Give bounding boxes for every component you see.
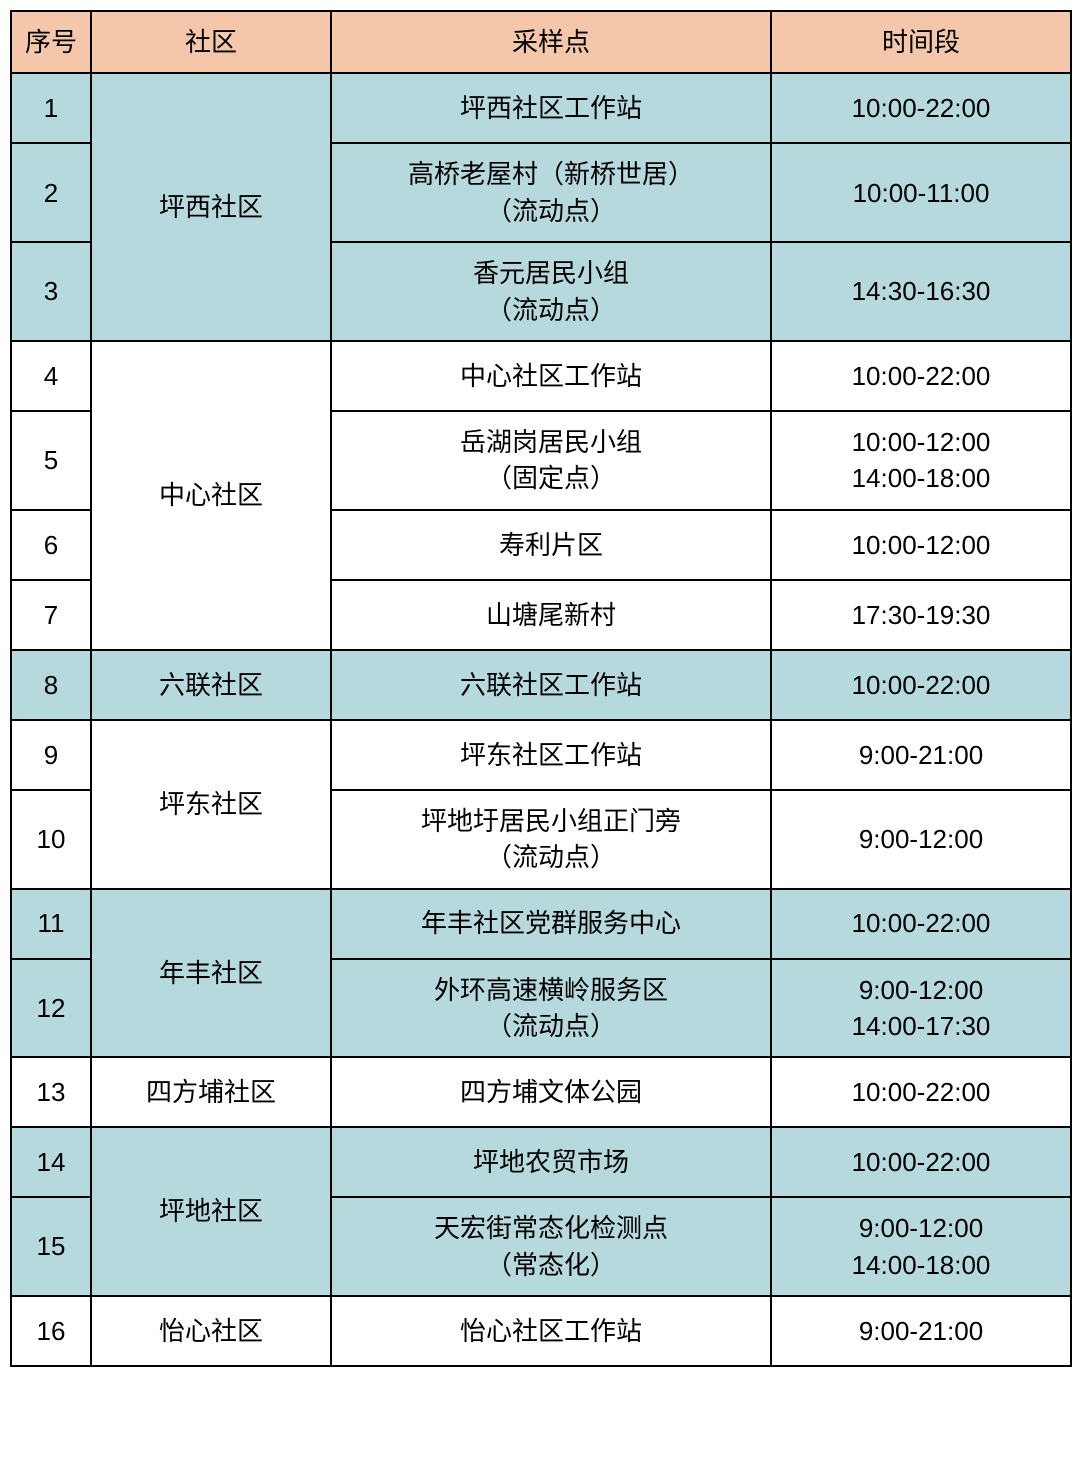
cell-location: 坪东社区工作站 [331,720,771,790]
cell-location: 坪地圩居民小组正门旁 （流动点） [331,790,771,889]
cell-time: 9:00-21:00 [771,720,1071,790]
table-row: 11年丰社区年丰社区党群服务中心10:00-22:00 [11,889,1071,959]
cell-time: 10:00-22:00 [771,650,1071,720]
cell-time: 10:00-22:00 [771,1057,1071,1127]
cell-time: 10:00-12:00 14:00-18:00 [771,411,1071,510]
cell-location: 四方埔文体公园 [331,1057,771,1127]
cell-seq: 7 [11,580,91,650]
cell-seq: 1 [11,73,91,143]
cell-seq: 9 [11,720,91,790]
cell-seq: 8 [11,650,91,720]
cell-seq: 2 [11,143,91,242]
cell-time: 17:30-19:30 [771,580,1071,650]
sampling-schedule-table: 序号 社区 采样点 时间段 1坪西社区坪西社区工作站10:00-22:002高桥… [10,10,1072,1367]
cell-time: 9:00-12:00 [771,790,1071,889]
cell-location: 天宏街常态化检测点 （常态化） [331,1197,771,1296]
cell-seq: 10 [11,790,91,889]
cell-location: 山塘尾新村 [331,580,771,650]
cell-community: 坪西社区 [91,73,331,341]
cell-community: 四方埔社区 [91,1057,331,1127]
table-row: 13四方埔社区四方埔文体公园10:00-22:00 [11,1057,1071,1127]
table-row: 8六联社区六联社区工作站10:00-22:00 [11,650,1071,720]
cell-community: 坪地社区 [91,1127,331,1296]
cell-time: 10:00-22:00 [771,341,1071,411]
cell-community: 年丰社区 [91,889,331,1058]
cell-location: 坪西社区工作站 [331,73,771,143]
header-seq: 序号 [11,11,91,73]
table-header-row: 序号 社区 采样点 时间段 [11,11,1071,73]
cell-community: 怡心社区 [91,1296,331,1366]
cell-location: 年丰社区党群服务中心 [331,889,771,959]
cell-time: 14:30-16:30 [771,242,1071,341]
cell-seq: 14 [11,1127,91,1197]
cell-seq: 6 [11,510,91,580]
cell-time: 10:00-22:00 [771,1127,1071,1197]
cell-seq: 11 [11,889,91,959]
cell-location: 怡心社区工作站 [331,1296,771,1366]
cell-location: 寿利片区 [331,510,771,580]
cell-time: 9:00-21:00 [771,1296,1071,1366]
cell-community: 六联社区 [91,650,331,720]
cell-location: 坪地农贸市场 [331,1127,771,1197]
header-time: 时间段 [771,11,1071,73]
cell-time: 10:00-11:00 [771,143,1071,242]
cell-location: 高桥老屋村（新桥世居） （流动点） [331,143,771,242]
cell-time: 10:00-22:00 [771,889,1071,959]
table-row: 1坪西社区坪西社区工作站10:00-22:00 [11,73,1071,143]
cell-seq: 4 [11,341,91,411]
table-row: 14坪地社区坪地农贸市场10:00-22:00 [11,1127,1071,1197]
cell-location: 香元居民小组 （流动点） [331,242,771,341]
cell-time: 10:00-12:00 [771,510,1071,580]
header-community: 社区 [91,11,331,73]
cell-time: 9:00-12:00 14:00-18:00 [771,1197,1071,1296]
header-location: 采样点 [331,11,771,73]
cell-location: 外环高速横岭服务区 （流动点） [331,959,771,1058]
table-row: 16怡心社区怡心社区工作站9:00-21:00 [11,1296,1071,1366]
cell-community: 中心社区 [91,341,331,650]
cell-seq: 5 [11,411,91,510]
cell-seq: 3 [11,242,91,341]
cell-time: 9:00-12:00 14:00-17:30 [771,959,1071,1058]
cell-seq: 12 [11,959,91,1058]
cell-seq: 16 [11,1296,91,1366]
cell-location: 六联社区工作站 [331,650,771,720]
cell-location: 中心社区工作站 [331,341,771,411]
table-row: 9坪东社区坪东社区工作站9:00-21:00 [11,720,1071,790]
cell-time: 10:00-22:00 [771,73,1071,143]
cell-community: 坪东社区 [91,720,331,889]
cell-seq: 13 [11,1057,91,1127]
table-row: 4中心社区中心社区工作站10:00-22:00 [11,341,1071,411]
table-body: 1坪西社区坪西社区工作站10:00-22:002高桥老屋村（新桥世居） （流动点… [11,73,1071,1366]
cell-location: 岳湖岗居民小组 （固定点） [331,411,771,510]
cell-seq: 15 [11,1197,91,1296]
